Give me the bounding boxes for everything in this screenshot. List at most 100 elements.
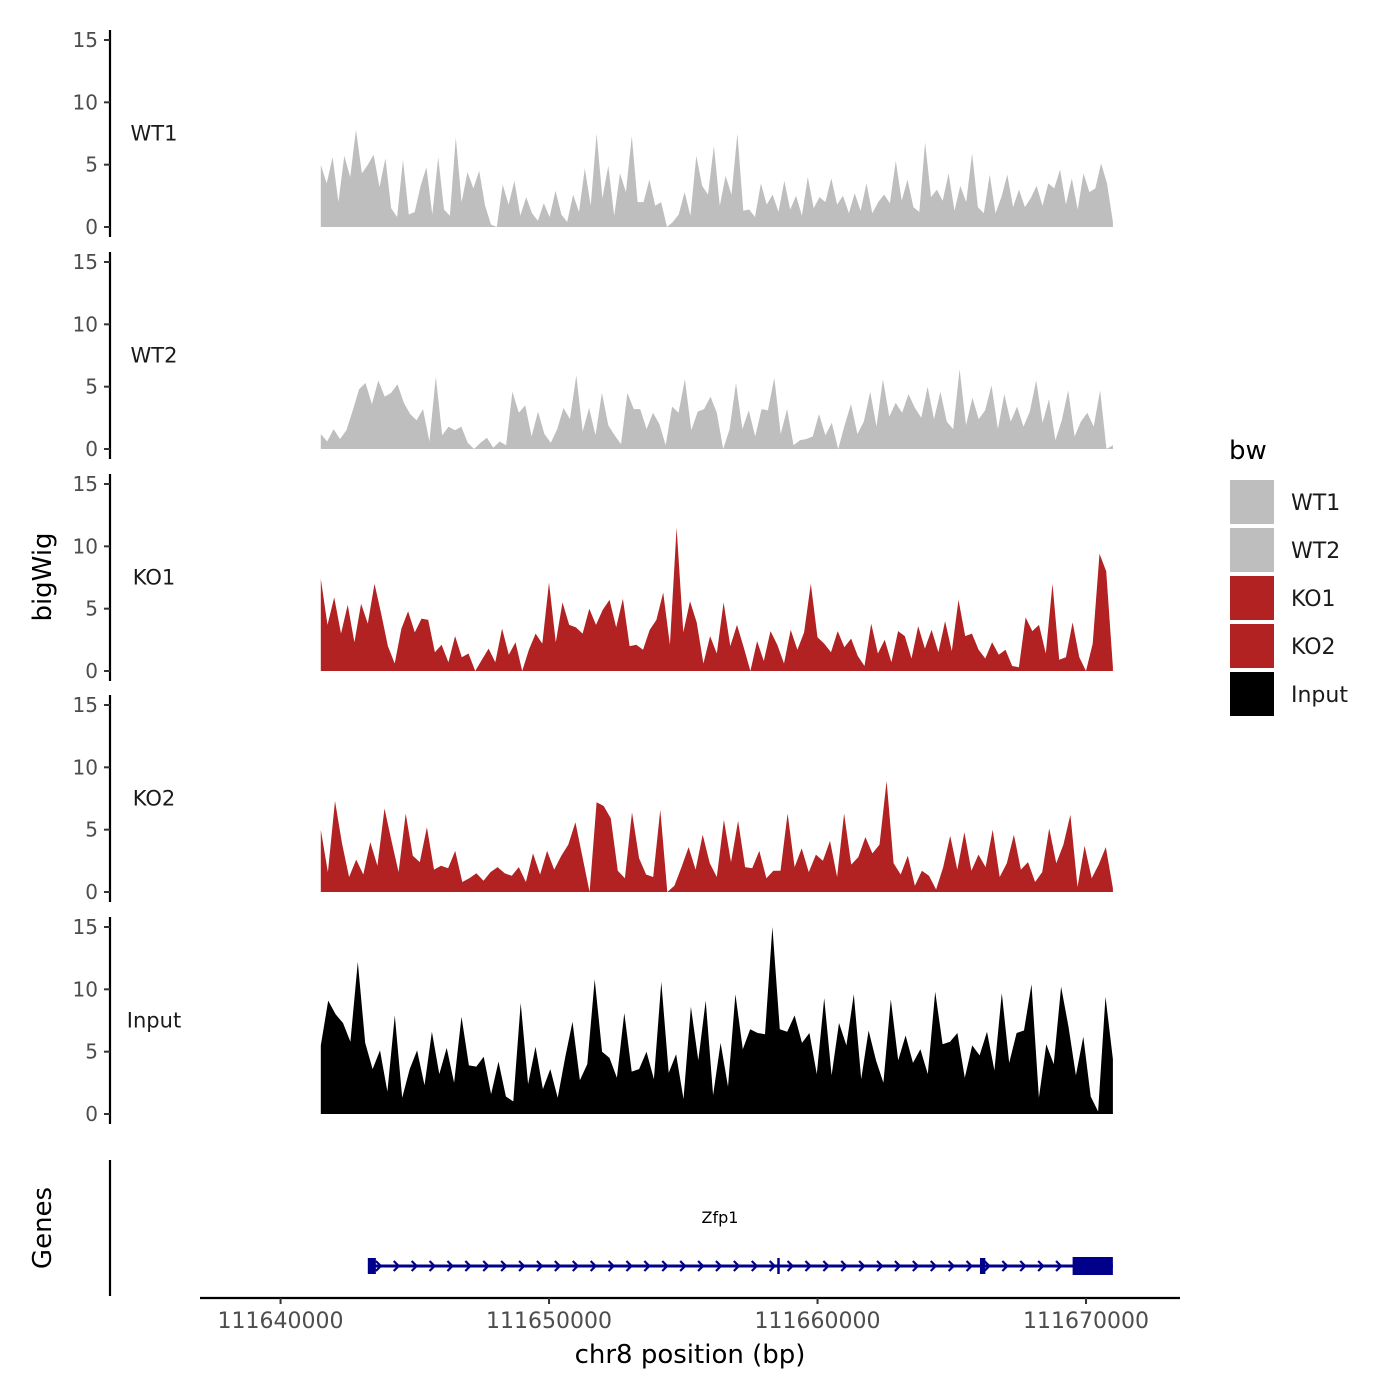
area-ko2 (320, 781, 1113, 892)
strand-arrow (858, 1260, 866, 1272)
strand-arrow (589, 1260, 598, 1272)
track-wt2: 0 5 10 15 WT2 (73, 250, 1113, 461)
strand-arrow (1037, 1260, 1045, 1272)
y-tick-label-wt1-0: 0 (85, 215, 98, 239)
strand-arrow (983, 1260, 991, 1272)
strand-arrow (554, 1260, 562, 1272)
y-tick-label-ko1-10: 10 (73, 534, 98, 558)
track-ko2: 0 5 10 15 KO2 (73, 693, 1113, 904)
legend-title: bw (1229, 436, 1267, 466)
y-tick-label-wt2-5: 5 (85, 375, 98, 399)
strand-arrow (392, 1260, 401, 1272)
y-tick-label-wt2-15: 15 (73, 250, 98, 274)
track-wt1: 0 5 10 15 WT1 (73, 28, 1113, 239)
y-tick-label-input-15: 15 (73, 915, 98, 939)
y-tick-label-ko2-0: 0 (85, 880, 98, 904)
strand-arrow (965, 1260, 974, 1272)
strand-arrow (446, 1260, 454, 1272)
area-ko1 (320, 527, 1113, 671)
genes-axis-title: Genes (28, 1187, 58, 1269)
strand-arrow (410, 1260, 419, 1272)
signal-tracks: 0 5 10 15 WT1 0 5 10 15 WT2 0 5 10 15 KO1 0 5 10 15 KO2 0 5 10… (73, 28, 1113, 1126)
x-axis-title: chr8 position (bp) (575, 1340, 806, 1370)
track-ko1: 0 5 10 15 KO1 (73, 472, 1113, 683)
legend-key-ko1 (1230, 576, 1274, 620)
y-tick-label-wt2-10: 10 (73, 312, 98, 336)
y-tick-label-wt1-15: 15 (73, 28, 98, 52)
strand-arrow (876, 1260, 884, 1272)
strand-arrow (428, 1260, 437, 1272)
legend-label-wt1: WT1 (1291, 491, 1340, 516)
gene-label-zfp1: Zfp1 (702, 1208, 739, 1227)
exon-3 (979, 1258, 986, 1274)
strand-arrow (643, 1260, 651, 1272)
x-tick-label-111660000: 111660000 (755, 1309, 881, 1334)
x-axis: 111640000 111650000 111660000 111670000 (200, 1296, 1180, 1334)
strand-arrow (768, 1260, 777, 1272)
y-tick-label-ko2-5: 5 (85, 818, 98, 842)
strand-arrow (822, 1260, 830, 1272)
strand-arrow (715, 1260, 723, 1272)
strand-arrow (375, 1260, 383, 1272)
gene-track: Zfp1 (108, 1160, 1113, 1296)
strand-arrow (536, 1260, 544, 1272)
strand-arrow (804, 1260, 812, 1272)
strand-arrow (786, 1260, 795, 1272)
track-label-ko2: KO2 (133, 787, 176, 811)
strand-arrow (500, 1260, 508, 1272)
x-tick-label-111670000: 111670000 (1023, 1309, 1149, 1334)
legend-key-wt2 (1230, 528, 1274, 572)
strand-arrow (947, 1260, 956, 1272)
legend-key-wt1 (1230, 480, 1274, 524)
y-tick-label-wt1-5: 5 (85, 153, 98, 177)
strand-arrow (679, 1260, 687, 1272)
strand-arrow (1001, 1260, 1009, 1272)
strand-arrow (571, 1260, 580, 1272)
strand-arrow (607, 1260, 616, 1272)
area-wt2 (320, 369, 1113, 449)
area-wt1 (320, 129, 1113, 227)
legend-label-wt2: WT2 (1291, 539, 1340, 564)
strand-arrow (750, 1260, 759, 1272)
strand-arrow (1055, 1260, 1063, 1272)
strand-arrow (697, 1260, 705, 1272)
y-tick-label-input-10: 10 (73, 977, 98, 1001)
exon-4 (1072, 1257, 1113, 1275)
strand-arrow (482, 1260, 490, 1272)
y-tick-label-ko2-10: 10 (73, 755, 98, 779)
strand-arrow (1019, 1260, 1027, 1272)
track-input: 0 5 10 15 Input (73, 915, 1113, 1126)
exon-1 (367, 1258, 376, 1274)
exon-2 (777, 1258, 780, 1274)
y-tick-label-ko1-5: 5 (85, 597, 98, 621)
legend-key-ko2 (1230, 624, 1274, 668)
strand-arrow (894, 1260, 902, 1272)
y-tick-label-ko1-0: 0 (85, 659, 98, 683)
legend-key-input (1230, 672, 1274, 716)
y-tick-label-input-0: 0 (85, 1102, 98, 1126)
strand-arrow (464, 1260, 472, 1272)
x-tick-label-111650000: 111650000 (486, 1309, 612, 1334)
strand-arrow (840, 1260, 848, 1272)
y-axis-title: bigWig (28, 532, 58, 621)
y-tick-label-wt2-0: 0 (85, 437, 98, 461)
area-input (320, 927, 1113, 1114)
legend: bw WT1 WT2 KO1 KO2 Input (1229, 436, 1348, 716)
track-label-input: Input (127, 1009, 181, 1033)
strand-arrow (518, 1260, 526, 1272)
legend-label-ko2: KO2 (1291, 635, 1336, 660)
strand-arrow (661, 1260, 669, 1272)
y-tick-label-ko1-15: 15 (73, 472, 98, 496)
y-tick-label-wt1-10: 10 (73, 90, 98, 114)
legend-label-ko1: KO1 (1291, 587, 1336, 612)
strand-arrow (929, 1260, 938, 1272)
legend-label-input: Input (1291, 683, 1348, 708)
strand-arrow (733, 1260, 741, 1272)
strand-arrow (625, 1260, 633, 1272)
track-label-wt1: WT1 (131, 122, 178, 146)
strand-arrow (912, 1260, 920, 1272)
track-label-ko1: KO1 (133, 566, 176, 590)
track-label-wt2: WT2 (131, 344, 178, 368)
y-tick-label-input-5: 5 (85, 1040, 98, 1064)
